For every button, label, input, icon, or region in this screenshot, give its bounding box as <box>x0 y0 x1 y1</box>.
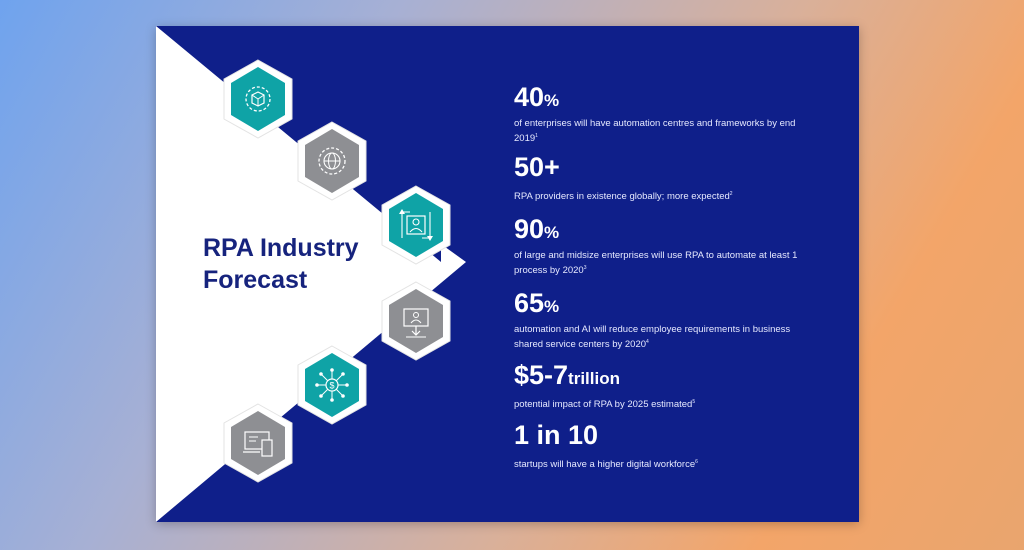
monitor-download-icon <box>380 280 452 362</box>
stat-value: 1 in 10 <box>514 420 599 450</box>
stat-item-3: 90% of large and midsize enterprises wil… <box>514 214 814 277</box>
title-line-1: RPA Industry <box>203 234 359 262</box>
stat-description: startups will have a higher digital work… <box>514 459 698 470</box>
stat-value: 90% <box>514 214 560 244</box>
stat-description: RPA providers in existence globally; mor… <box>514 191 733 202</box>
person-arrows-icon <box>380 184 452 266</box>
title-line-2: Forecast <box>203 266 308 294</box>
stat-description: automation and AI will reduce employee r… <box>514 324 791 350</box>
slide: RPA Industry Forecast <box>156 26 859 522</box>
stat-description: of enterprises will have automation cent… <box>514 118 796 144</box>
globe-gear-icon <box>296 120 368 202</box>
stat-description: potential impact of RPA by 2025 estimate… <box>514 399 696 410</box>
stat-item-4: 65% automation and AI will reduce employ… <box>514 288 814 351</box>
stat-value: 50+ <box>514 152 560 182</box>
stat-value: $5-7trillion <box>514 360 620 390</box>
stat-item-2: 50+ RPA providers in existence globally;… <box>514 152 814 203</box>
white-arrow-shape <box>156 26 466 522</box>
stat-item-6: 1 in 10 startups will have a higher digi… <box>514 420 814 471</box>
dollar-network-icon: $ <box>296 344 368 426</box>
stat-value: 65% <box>514 288 560 318</box>
stat-item-5: $5-7trillion potential impact of RPA by … <box>514 360 814 411</box>
slide-title: RPA Industry Forecast <box>203 232 433 296</box>
svg-text:$: $ <box>329 381 334 391</box>
stat-description: of large and midsize enterprises will us… <box>514 250 798 276</box>
stat-value: 40% <box>514 82 560 112</box>
stat-item-1: 40% of enterprises will have automation … <box>514 82 814 145</box>
gear-cube-icon <box>222 58 294 140</box>
devices-icon <box>222 402 294 484</box>
